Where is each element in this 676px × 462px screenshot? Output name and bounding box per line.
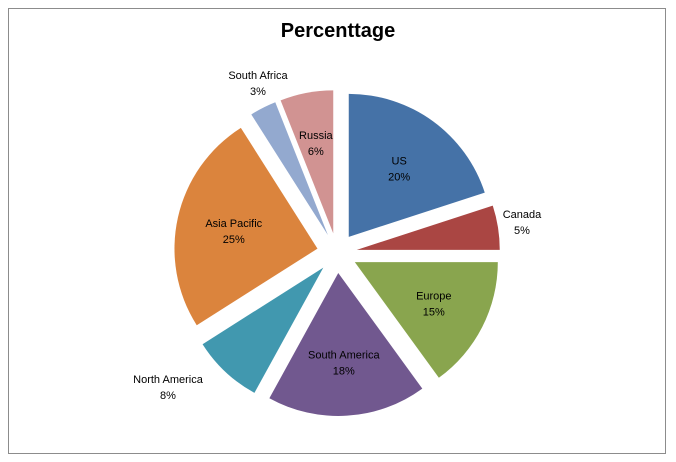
pie-slice-south-africa [251, 102, 328, 236]
pie-slice-russia [280, 90, 334, 234]
pie-slice-north-america [202, 267, 324, 393]
slice-value-canada: 5% [514, 225, 530, 237]
pie-slice-south-america [269, 272, 423, 416]
slice-value-us: 20% [388, 171, 410, 183]
slice-label-south-america: South America [308, 349, 380, 361]
slice-label-north-america: North America [133, 374, 204, 386]
pie-slice-europe [354, 262, 498, 378]
slice-label-europe: Europe [416, 290, 451, 302]
pie-slice-asia-pacific [174, 127, 318, 326]
slice-label-south-africa: South Africa [228, 70, 288, 82]
slice-value-south-america: 18% [333, 365, 355, 377]
slice-label-us: US [392, 155, 407, 167]
slice-label-canada: Canada [503, 209, 542, 221]
chart-title: Percenttage [280, 20, 396, 42]
slice-value-south-africa: 3% [250, 86, 266, 98]
slice-value-europe: 15% [423, 306, 445, 318]
slice-value-russia: 6% [308, 146, 324, 158]
slice-value-north-america: 8% [160, 390, 176, 402]
slice-label-asia-pacific: Asia Pacific [205, 218, 262, 230]
pie-slice-us [348, 93, 485, 237]
slice-label-russia: Russia [299, 130, 334, 142]
slice-value-asia-pacific: 25% [223, 234, 245, 246]
pie-slice-canada [356, 205, 500, 250]
